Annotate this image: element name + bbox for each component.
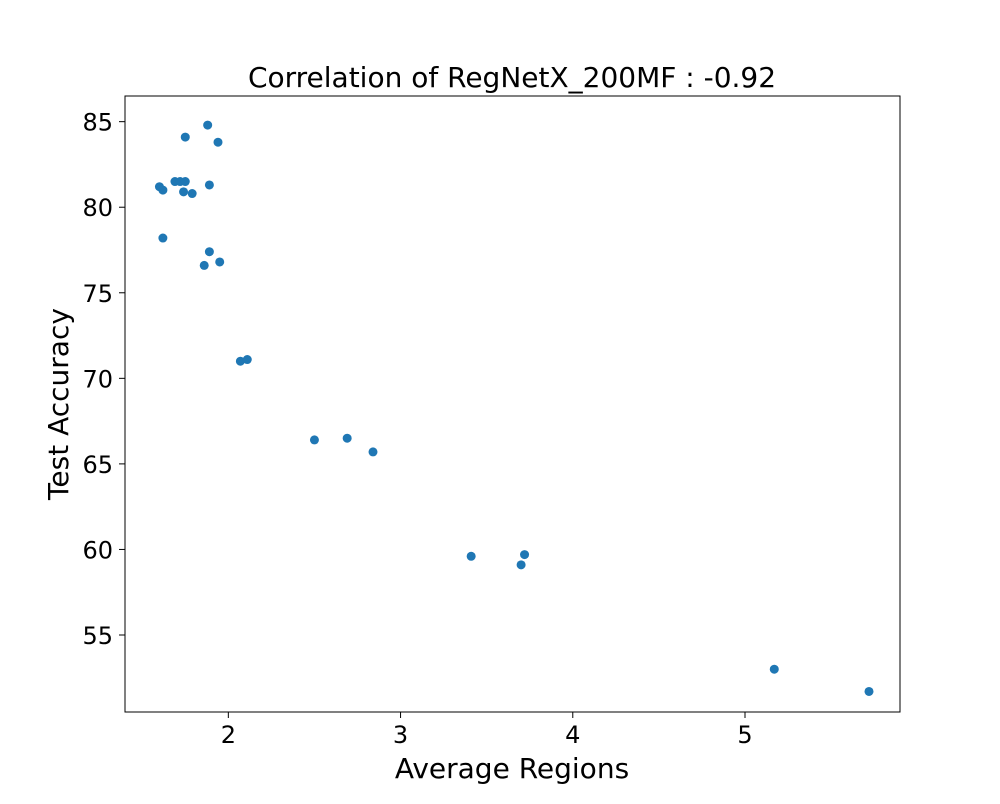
data-point [342,433,352,443]
x-axis: 2 3 4 5 [221,712,753,749]
chart-title: Correlation of RegNetX_200MF : -0.92 [248,61,776,94]
data-point [158,185,168,195]
x-tick-label: 3 [393,721,408,749]
y-tick-label: 85 [82,109,113,137]
data-point [769,664,779,674]
data-point [466,551,476,561]
y-tick-label: 75 [82,280,113,308]
data-point [215,257,225,267]
x-tick-label: 2 [221,721,236,749]
data-point [520,550,530,560]
y-tick-label: 70 [82,365,113,393]
data-point [368,447,378,457]
data-point [204,247,214,257]
data-point [516,560,526,570]
data-point [180,132,190,142]
plot-area-frame [124,95,901,713]
x-tick-label: 4 [565,721,580,749]
data-point [187,189,197,199]
data-point [213,137,223,147]
data-point [242,355,252,365]
data-points [154,120,874,696]
data-point [204,180,214,190]
y-tick-label: 80 [82,194,113,222]
data-point [199,260,209,270]
data-point [235,356,245,366]
x-tick-label: 5 [737,721,752,749]
data-point [158,233,168,243]
data-point [864,686,874,696]
data-point [203,120,213,130]
data-point [179,187,189,197]
y-axis-label: Test Accuracy [42,308,75,501]
y-tick-label: 65 [82,451,113,479]
y-tick-label: 55 [82,622,113,650]
data-point [309,435,319,445]
x-axis-label: Average Regions [395,752,629,785]
data-point [180,177,190,187]
y-tick-label: 60 [82,536,113,564]
y-axis: 55 60 65 70 75 80 85 [82,109,125,650]
